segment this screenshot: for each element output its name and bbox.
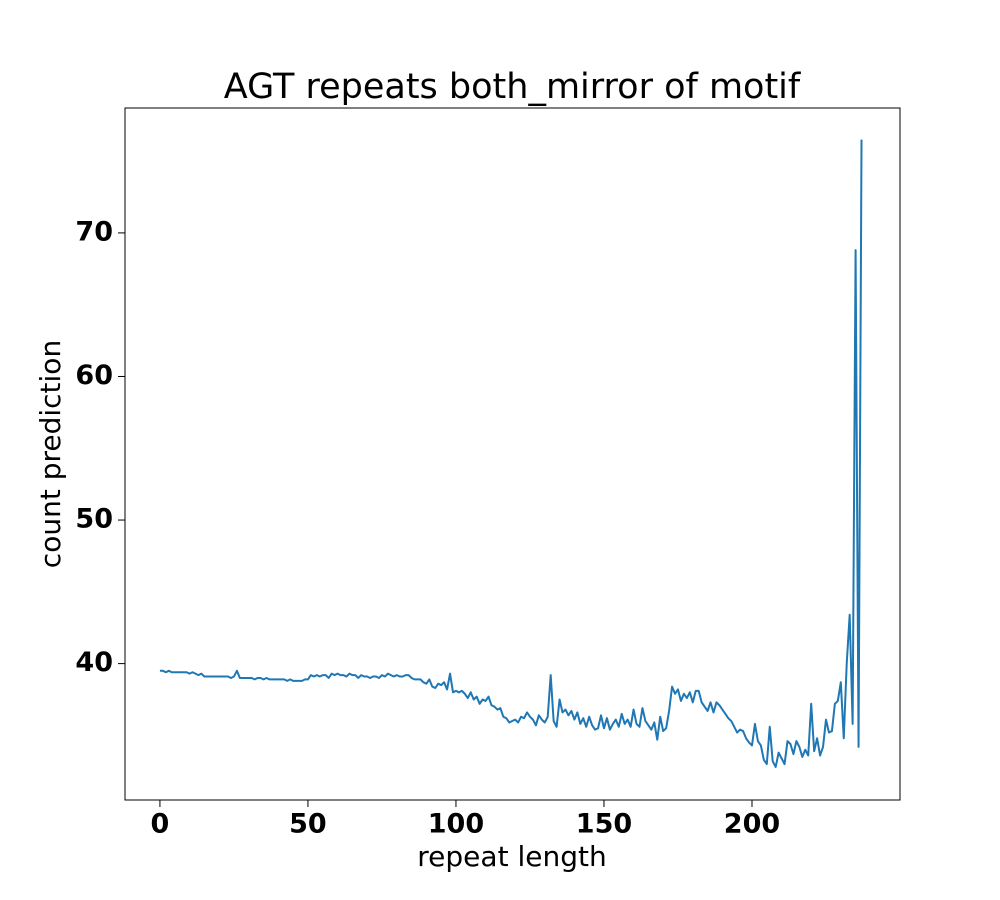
y-tick-label: 40 [75, 647, 113, 678]
x-tick-label: 150 [576, 809, 632, 840]
line [159, 139, 863, 768]
x-tick-label: 0 [151, 809, 170, 840]
y-tick-label: 50 [75, 504, 113, 535]
x-axis-label: repeat length [417, 840, 606, 873]
chart-title: AGT repeats both_mirror of motif [224, 67, 801, 107]
y-tick-label: 60 [75, 360, 113, 391]
x-tick-label: 100 [428, 809, 484, 840]
x-tick-label: 200 [724, 809, 780, 840]
y-axis-label: count prediction [34, 340, 67, 568]
y-tick-label: 70 [75, 216, 113, 247]
plot-frame [124, 107, 901, 801]
x-tick-label: 50 [289, 809, 327, 840]
